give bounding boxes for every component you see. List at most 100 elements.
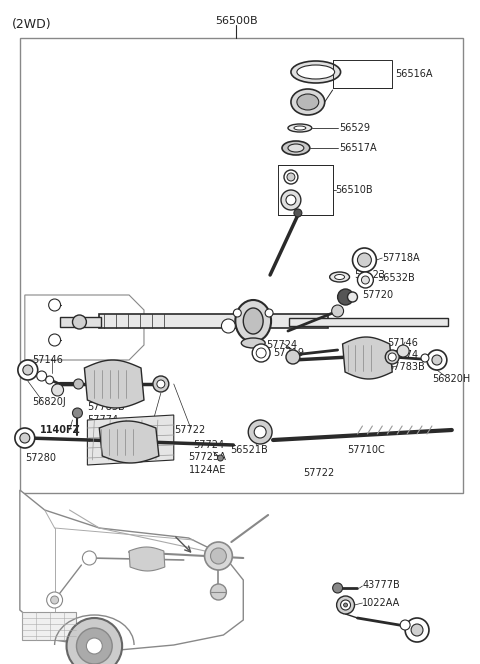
Circle shape	[217, 455, 223, 461]
Bar	[99, 314, 328, 328]
Ellipse shape	[297, 94, 319, 110]
Circle shape	[361, 276, 370, 284]
Circle shape	[72, 408, 83, 418]
Bar	[289, 318, 448, 326]
Ellipse shape	[297, 65, 335, 79]
Bar	[20, 38, 463, 493]
Text: 56500B: 56500B	[215, 16, 258, 26]
Text: 57774: 57774	[87, 415, 119, 425]
Ellipse shape	[282, 141, 310, 155]
Circle shape	[221, 319, 235, 333]
Text: 57719: 57719	[273, 348, 304, 358]
Circle shape	[51, 596, 59, 604]
Circle shape	[400, 620, 410, 630]
Text: 56516A: 56516A	[395, 69, 432, 79]
Circle shape	[341, 600, 350, 610]
Text: 1124AE: 1124AE	[189, 465, 226, 475]
Circle shape	[37, 371, 47, 381]
Polygon shape	[84, 360, 144, 408]
Bar	[278, 165, 333, 215]
Circle shape	[286, 195, 296, 205]
Circle shape	[337, 289, 353, 305]
Circle shape	[405, 618, 429, 642]
Circle shape	[286, 350, 300, 364]
Circle shape	[287, 173, 295, 181]
Circle shape	[388, 353, 396, 361]
Circle shape	[336, 596, 355, 614]
Circle shape	[421, 354, 429, 362]
Circle shape	[284, 170, 298, 184]
Text: 57725A: 57725A	[189, 452, 227, 462]
Circle shape	[83, 551, 96, 565]
Circle shape	[432, 355, 442, 365]
Circle shape	[294, 209, 302, 217]
Text: 56820H: 56820H	[432, 374, 470, 384]
Text: 43777B: 43777B	[362, 580, 400, 590]
Circle shape	[348, 292, 358, 302]
Text: 56521B: 56521B	[230, 445, 268, 455]
Bar	[22, 612, 76, 640]
Ellipse shape	[291, 89, 324, 115]
Circle shape	[153, 376, 169, 392]
Ellipse shape	[241, 338, 265, 348]
Circle shape	[211, 548, 227, 564]
Ellipse shape	[243, 308, 263, 334]
Circle shape	[76, 628, 112, 664]
Polygon shape	[343, 337, 392, 379]
Text: (2WD): (2WD)	[12, 18, 51, 31]
Text: 56517A: 56517A	[339, 143, 377, 153]
Circle shape	[265, 309, 273, 317]
Text: 57722: 57722	[174, 425, 205, 435]
Polygon shape	[20, 490, 243, 650]
Text: 57774: 57774	[387, 350, 419, 360]
Circle shape	[358, 253, 372, 267]
Text: 56523: 56523	[355, 270, 385, 280]
Text: 56820J: 56820J	[32, 397, 66, 407]
Circle shape	[52, 384, 63, 396]
Circle shape	[72, 315, 86, 329]
Polygon shape	[99, 421, 159, 463]
Text: 57146: 57146	[32, 355, 63, 365]
Text: 57720: 57720	[362, 290, 394, 300]
Circle shape	[46, 376, 54, 384]
Text: 57146: 57146	[387, 338, 418, 348]
Circle shape	[204, 542, 232, 570]
Circle shape	[358, 272, 373, 288]
Text: 57724: 57724	[266, 340, 297, 350]
Text: 57718A: 57718A	[382, 253, 420, 263]
Ellipse shape	[288, 144, 304, 152]
Ellipse shape	[335, 274, 345, 280]
Circle shape	[23, 365, 33, 375]
Circle shape	[233, 309, 241, 317]
Circle shape	[254, 426, 266, 438]
Ellipse shape	[330, 272, 349, 282]
Ellipse shape	[291, 61, 341, 83]
Text: 57280: 57280	[25, 453, 56, 463]
Polygon shape	[129, 547, 165, 571]
Ellipse shape	[288, 124, 312, 132]
Text: 1140FZ: 1140FZ	[40, 425, 81, 435]
Bar	[60, 317, 101, 327]
Text: 56529: 56529	[339, 123, 371, 133]
Bar	[333, 60, 392, 88]
Circle shape	[411, 624, 423, 636]
Circle shape	[48, 299, 60, 311]
Circle shape	[385, 350, 399, 364]
Circle shape	[332, 305, 344, 317]
Circle shape	[252, 344, 270, 362]
Text: 57783B: 57783B	[387, 362, 425, 372]
Circle shape	[211, 584, 227, 600]
Text: 56510B: 56510B	[336, 185, 373, 195]
Circle shape	[344, 603, 348, 607]
Text: 57724: 57724	[193, 440, 225, 450]
Circle shape	[73, 379, 84, 389]
Circle shape	[15, 428, 35, 448]
Text: 1022AA: 1022AA	[362, 598, 401, 608]
Text: 57710C: 57710C	[348, 445, 385, 455]
Circle shape	[47, 592, 62, 608]
Circle shape	[86, 638, 102, 654]
Polygon shape	[87, 415, 174, 465]
Circle shape	[248, 420, 272, 444]
Circle shape	[397, 345, 409, 357]
Circle shape	[67, 618, 122, 664]
